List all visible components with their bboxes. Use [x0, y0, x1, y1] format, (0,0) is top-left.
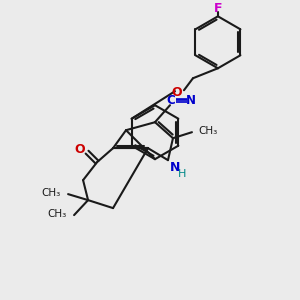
Text: CH₃: CH₃ [42, 188, 61, 198]
Text: N: N [170, 161, 180, 174]
Text: H: H [178, 169, 186, 179]
Text: N: N [186, 94, 196, 107]
Text: F: F [214, 2, 222, 15]
Text: CH₃: CH₃ [198, 126, 217, 136]
Text: O: O [172, 86, 182, 99]
Text: O: O [75, 143, 86, 156]
Text: CH₃: CH₃ [48, 209, 67, 219]
Text: C: C [167, 94, 176, 107]
